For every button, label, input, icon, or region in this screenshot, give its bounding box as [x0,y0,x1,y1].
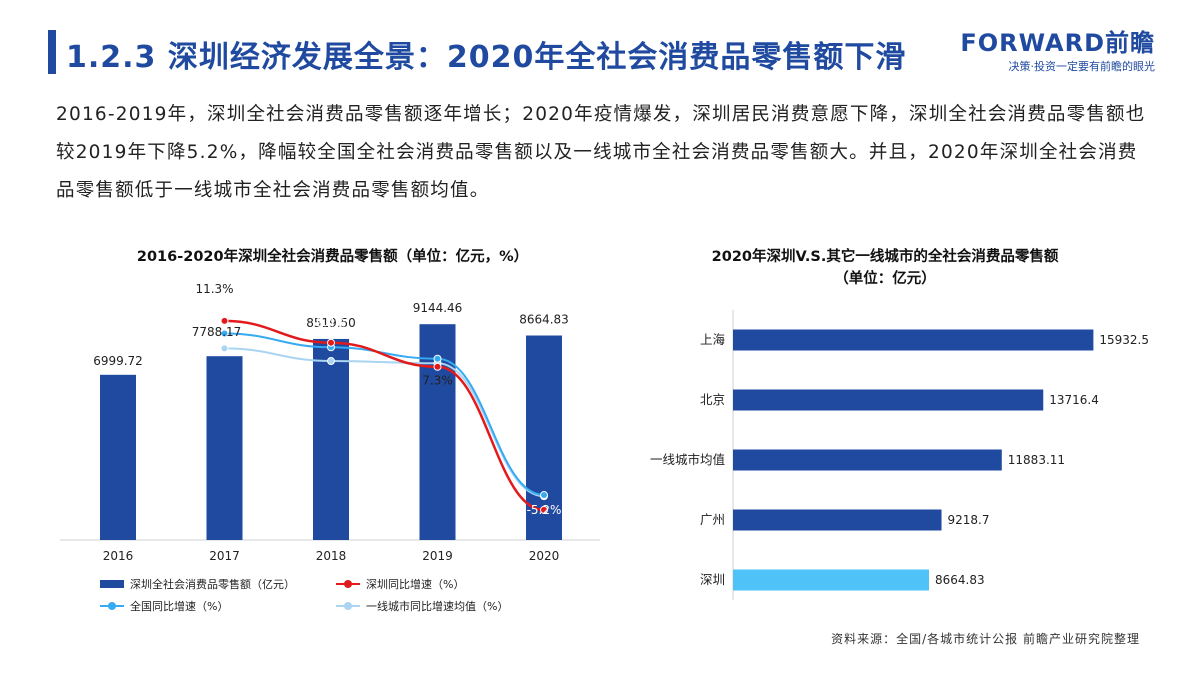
line-point-1 [220,329,229,338]
bar-2016 [100,374,136,540]
legend-item-light-line: 一线城市同比增速均值（%） [336,598,508,614]
legend-label: 全国同比增速（%） [130,600,229,613]
hbar-value-label: 8664.83 [935,573,985,587]
growth-rate-label: -5.2% [527,503,562,517]
category-label: 上海 [700,332,726,347]
x-tick-label: 2016 [103,549,134,563]
legend-item-bar: 深圳全社会消费品零售额（亿元） [100,576,295,592]
line-series-2 [224,347,545,498]
legend-item-blue-line: 全国同比增速（%） [100,598,228,614]
legend-item-red-line: 深圳同比增速（%） [336,576,464,592]
line-point-0 [433,362,442,371]
source-note: 资料来源：全国/各城市统计公报 前瞻产业研究院整理 [831,632,1140,646]
growth-rate-label: 11.3% [195,282,233,296]
hbar-上海 [733,329,1094,351]
logo-slogan: 决策·投资一定要有前瞻的眼光 [1008,60,1156,73]
bar-value-label: 6999.72 [93,354,143,368]
line-series-1 [224,332,545,497]
bar-2018 [313,338,349,540]
hbar-一线城市均值 [733,449,1002,471]
logo-text: FORWARD前瞻 [960,29,1155,57]
line-series-0 [224,319,545,512]
right-chart: 上海 15932.5 北京 13716.4 一线城市均值 11883.11 广州 9218.7… [650,310,1149,600]
growth-rate-label: 9.4% [316,316,347,330]
x-tick-label: 2018 [316,549,347,563]
line-point-0 [327,338,335,347]
legend-label: 深圳同比增速（%） [366,578,465,591]
bar-value-label: 8664.83 [519,313,569,327]
legend-swatch-light [336,602,360,610]
category-label: 深圳 [700,572,725,587]
legend-label: 深圳全社会消费品零售额（亿元） [130,578,295,591]
growth-rate-label: 7.3% [422,374,453,388]
bar-value-label: 7788.17 [192,325,242,339]
hbar-value-label: 15932.5 [1099,333,1149,347]
summary-paragraph: 2016-2019年，深圳全社会消费品零售额逐年增长；2020年疫情爆发，深圳居… [56,104,1146,201]
line-point-2 [220,344,229,353]
hbar-深圳 [733,569,929,591]
x-tick-label: 2019 [422,549,453,563]
right-chart-title-line-2: （单位：亿元） [834,271,936,287]
category-label: 广州 [700,512,725,527]
category-label: 一线城市均值 [650,452,725,467]
line-point-1 [433,354,442,363]
hbar-广州 [733,509,942,531]
title-accent-bar [48,30,56,74]
hbar-value-label: 13716.4 [1049,393,1099,407]
hbar-value-label: 9218.7 [948,513,990,527]
legend-swatch-bar [100,580,124,588]
x-tick-label: 2017 [209,549,240,563]
legend-swatch-blue [100,602,124,610]
x-tick-label: 2020 [529,549,560,563]
left-chart: 2016 2017 2018 2019 2020 6999.72 7788.17 8519.5… [60,282,600,563]
right-chart-title: 2020年深圳V.S.其它一线城市的全社会消费品零售额 （单位：亿元） [630,246,1140,290]
left-chart-title: 2016-2020年深圳全社会消费品零售额（单位：亿元，%） [136,249,529,265]
category-label: 北京 [700,392,725,407]
right-chart-title-line-1: 2020年深圳V.S.其它一线城市的全社会消费品零售额 [711,249,1059,265]
line-point-1 [540,491,548,500]
hbar-北京 [733,389,1044,411]
legend-swatch-red [336,580,360,588]
page-title: 1.2.3 深圳经济发展全景：2020年全社会消费品零售额下滑 [66,40,907,75]
bar-2017 [206,356,243,540]
bar-value-label: 8519.50 [306,316,356,330]
line-point-0 [540,505,548,514]
left-chart-legend: 深圳全社会消费品零售额（亿元） 深圳同比增速（%） 全国同比增速（%） 一线城市… [100,576,620,616]
hbar-value-label: 11883.11 [1008,453,1065,467]
legend-label: 一线城市同比增速均值（%） [366,600,509,613]
brand-logo: FORWARD前瞻 决策·投资一定要有前瞻的眼光 [960,30,1155,74]
line-point-2 [327,357,335,366]
line-point-0 [220,316,229,325]
bar-value-label: 9144.46 [413,301,463,315]
